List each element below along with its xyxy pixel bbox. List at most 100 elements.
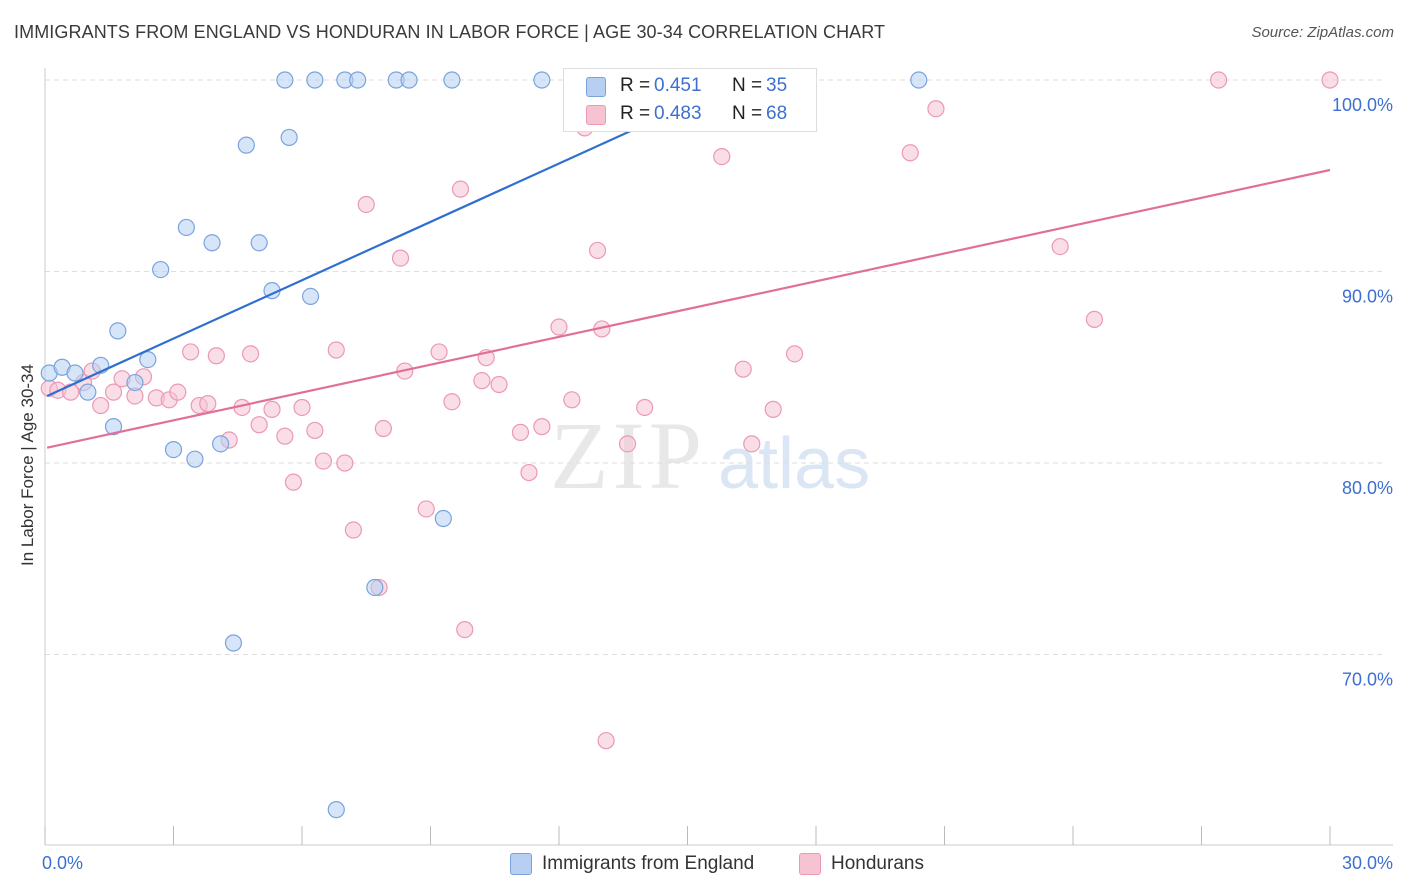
x-tick-label-max: 30.0%: [1342, 853, 1393, 873]
england-r-value: 0.451: [654, 75, 702, 96]
hondurans-point: [1085, 310, 1104, 328]
england-point: [203, 234, 221, 252]
hondurans-point: [927, 100, 945, 118]
hondurans-point: [785, 345, 804, 363]
england-point: [186, 450, 204, 468]
england-point: [301, 287, 320, 305]
hondurans-point: [456, 621, 474, 639]
hondurans-point: [533, 418, 551, 436]
watermark-zip: ZIP: [550, 402, 706, 509]
legend-hondurans-label: Hondurans: [831, 853, 924, 874]
england-n-label: N =: [732, 75, 763, 96]
england-point: [400, 71, 418, 89]
hondurans-point: [417, 500, 435, 518]
y-tick-label: 70.0%: [1342, 670, 1393, 690]
hondurans-point: [242, 345, 260, 363]
england-point: [533, 71, 551, 89]
hondurans-point: [618, 435, 637, 453]
hondurans-point: [182, 343, 200, 361]
england-point: [443, 71, 461, 89]
england-point: [79, 383, 97, 401]
hondurans-point: [169, 383, 187, 401]
hondurans-point: [1210, 71, 1228, 89]
hondurans-point: [443, 393, 461, 411]
hondurans-point: [901, 144, 919, 162]
hondurans-point: [597, 732, 615, 750]
stats-legend: R = 0.451 N = 35 R = 0.483 N = 68: [563, 68, 817, 132]
hondurans-r-value: 0.483: [654, 103, 702, 124]
watermark: ZIP atlas: [550, 400, 870, 511]
england-point: [126, 373, 144, 392]
england-point: [177, 218, 195, 237]
source-label: Source: ZipAtlas.com: [1251, 24, 1394, 41]
legend-item-hondurans[interactable]: Hondurans: [799, 852, 939, 876]
england-point: [276, 71, 294, 89]
hondurans-point: [563, 391, 581, 409]
y-tick-label: 100.0%: [1332, 95, 1393, 115]
watermark-atlas: atlas: [718, 424, 871, 504]
legend-england-label: Immigrants from England: [542, 853, 755, 874]
england-point: [212, 435, 230, 453]
england-point: [237, 136, 255, 154]
england-point: [280, 128, 298, 147]
hondurans-point: [743, 435, 761, 453]
england-point: [349, 71, 367, 89]
hondurans-point: [276, 427, 294, 445]
england-n-value: 35: [766, 75, 788, 96]
hondurans-n-label: N =: [732, 103, 763, 124]
hondurans-point: [306, 421, 324, 440]
hondurans-point: [293, 398, 311, 417]
legend-england-swatch: [510, 853, 532, 875]
england-point: [224, 634, 243, 652]
legend-item-england[interactable]: Immigrants from England: [510, 852, 780, 876]
england-point: [327, 801, 345, 819]
england-point: [164, 440, 183, 459]
y-tick-label: 80.0%: [1342, 478, 1393, 498]
hondurans-point: [713, 148, 731, 166]
hondurans-point: [1321, 71, 1339, 89]
hondurans-point: [250, 416, 268, 434]
hondurans-point: [207, 347, 225, 365]
england-point: [366, 578, 384, 597]
hondurans-point: [636, 398, 654, 417]
hondurans-point: [511, 423, 530, 441]
england-point: [434, 509, 452, 528]
hondurans-point: [1051, 238, 1069, 256]
hondurans-trend-line: [46, 168, 1331, 449]
england-point: [306, 71, 324, 89]
hondurans-swatch: [586, 105, 606, 125]
hondurans-point: [473, 372, 491, 390]
chart-title: IMMIGRANTS FROM ENGLAND VS HONDURAN IN L…: [14, 22, 886, 42]
hondurans-point: [263, 400, 281, 418]
hondurans-point: [314, 452, 333, 470]
hondurans-point: [284, 473, 303, 491]
england-point: [104, 418, 123, 436]
england-point: [109, 322, 127, 340]
england-point: [152, 260, 170, 279]
england-trend-line: [46, 84, 731, 397]
hondurans-point: [344, 521, 362, 539]
y-axis-label: In Labor Force | Age 30-34: [18, 364, 37, 566]
hondurans-point: [430, 343, 448, 361]
y-tick-label: 90.0%: [1342, 287, 1393, 307]
hondurans-point: [357, 195, 375, 214]
hondurans-n-value: 68: [766, 103, 788, 124]
hondurans-point: [588, 241, 607, 260]
hondurans-point: [199, 395, 217, 413]
hondurans-point: [451, 180, 470, 198]
x-tick-label-min: 0.0%: [42, 853, 83, 873]
hondurans-point: [490, 375, 508, 394]
england-point: [910, 71, 928, 89]
hondurans-point: [336, 454, 354, 472]
hondurans-r-label: R =: [620, 103, 651, 124]
hondurans-point: [92, 396, 110, 415]
hondurans-point: [104, 383, 123, 401]
england-point: [66, 364, 84, 382]
hondurans-point: [550, 318, 568, 336]
england-swatch: [586, 77, 606, 97]
legend-hondurans-swatch: [799, 853, 821, 875]
hondurans-point: [520, 463, 538, 482]
hondurans-point: [327, 341, 345, 359]
hondurans-point: [734, 360, 752, 378]
